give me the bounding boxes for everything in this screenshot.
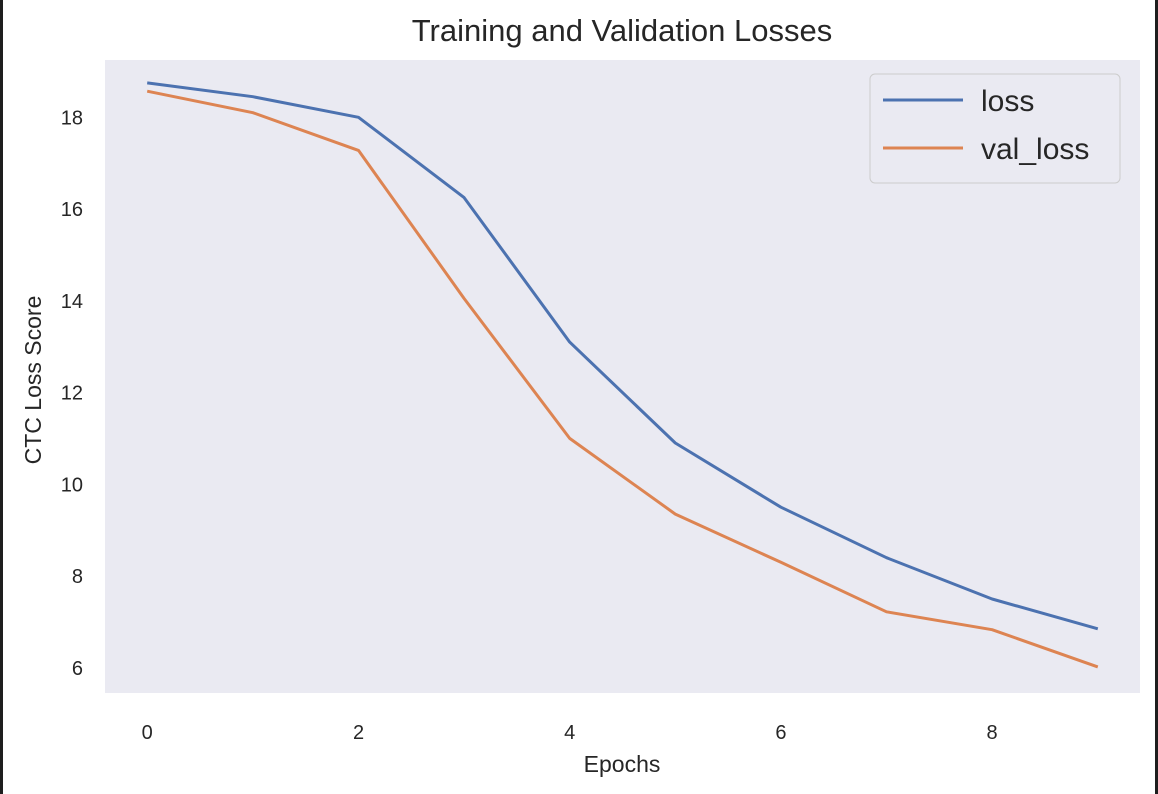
x-tick-label: 0 [142,722,153,744]
x-tick-label: 4 [564,722,575,744]
chart-figure: 0 2 4 6 8 6 8 10 12 14 16 18 Training and Validati… [3,0,1155,794]
x-tick-label: 2 [353,722,364,744]
line-chart: 0 2 4 6 8 6 8 10 12 14 16 18 Training and Validati… [20,13,1140,777]
y-tick-label: 16 [61,199,83,221]
y-tick-label: 6 [72,658,83,680]
x-axis-label: Epochs [584,751,661,777]
y-tick-label: 8 [72,566,83,588]
chart-title: Training and Validation Losses [412,13,832,48]
y-axis-label: CTC Loss Score [20,296,46,465]
legend: loss val_loss [869,73,1121,184]
series-lines [146,81,1099,669]
y-tick-label: 14 [61,291,83,313]
x-tick-label: 8 [987,722,998,744]
series-line-loss [147,81,1099,631]
x-tick-label: 6 [775,722,786,744]
legend-label-loss: loss [981,85,1034,118]
x-axis-ticks: 0 2 4 6 8 [142,722,998,744]
y-tick-label: 18 [61,107,83,129]
y-tick-label: 10 [61,474,83,496]
y-tick-label: 12 [61,383,83,405]
legend-label-val-loss: val_loss [981,133,1089,166]
series-line-val-loss [146,89,1099,669]
y-axis-ticks: 6 8 10 12 14 16 18 [61,107,83,680]
